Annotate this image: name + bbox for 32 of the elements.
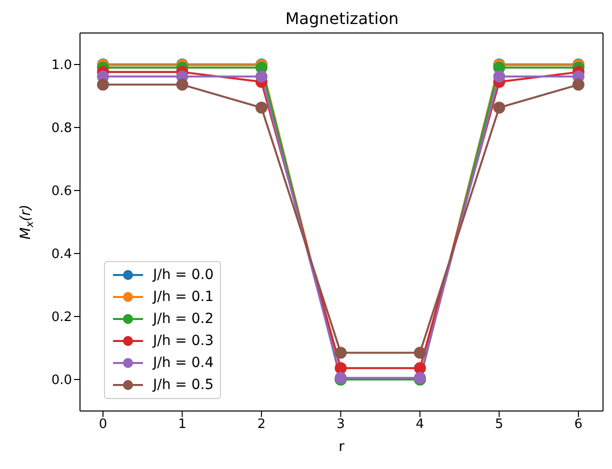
y-tick-label: 0.8 (51, 121, 72, 136)
y-tick-label: 0.4 (51, 247, 72, 262)
x-tick-label: 0 (98, 417, 108, 432)
chart-title: Magnetization (285, 9, 399, 28)
point (493, 70, 506, 82)
legend-label: J/h = 0.0 (153, 267, 214, 283)
legend-label: J/h = 0.1 (153, 289, 214, 305)
x-tick-label: 4 (416, 417, 424, 432)
x-tick-label: 5 (495, 417, 504, 432)
point (176, 78, 188, 91)
legend-label: J/h = 0.5 (153, 377, 214, 393)
point (255, 102, 268, 114)
point (96, 78, 109, 91)
point (572, 78, 584, 91)
x-tick-label: 6 (574, 417, 583, 432)
x-tick-label: 1 (178, 417, 186, 432)
point (414, 362, 426, 374)
x-axis-title: r (338, 439, 345, 455)
legend-label: J/h = 0.2 (153, 311, 214, 327)
legend-label: J/h = 0.3 (153, 333, 214, 349)
y-tick-label: 0.0 (51, 373, 72, 388)
point (334, 346, 347, 359)
point (255, 70, 268, 82)
point (334, 362, 347, 374)
point (493, 102, 506, 114)
y-tick-label: 0.6 (51, 184, 72, 200)
point (414, 346, 426, 359)
x-tick-label: 3 (336, 417, 345, 432)
x-tick-label: 2 (257, 417, 266, 432)
y-tick-label: 1.0 (51, 58, 72, 74)
legend-label: J/h = 0.4 (153, 355, 214, 371)
y-tick-label: 0.2 (51, 310, 72, 326)
